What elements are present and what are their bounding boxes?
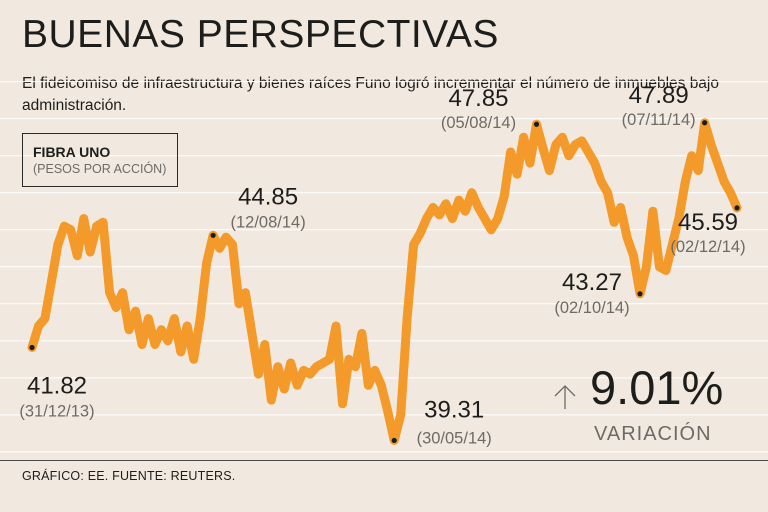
- annotation-value: 43.27: [562, 269, 622, 296]
- annotation-point: [734, 205, 740, 211]
- legend-unit: (PESOS POR ACCIÓN): [33, 162, 167, 176]
- annotation-markers: [29, 120, 740, 444]
- annotation-value: 47.85: [448, 85, 508, 112]
- annotation-point: [210, 232, 216, 238]
- annotation-labels: 41.82 (31/12/13) 44.85 (12/08/14) 39.31 (30/0…: [19, 82, 745, 448]
- annotation-date: (12/08/14): [230, 213, 305, 231]
- series-line-fibra-uno: [27, 118, 742, 445]
- annotation-value: 39.31: [424, 396, 484, 423]
- gridlines: [0, 81, 768, 453]
- annotation-date: (30/05/14): [417, 429, 492, 447]
- annotation-point: [702, 120, 708, 126]
- chart-subtitle: El fideicomiso de infraestructura y bien…: [22, 75, 719, 114]
- annotation-date: (02/12/14): [670, 238, 745, 256]
- annotation-point: [637, 291, 643, 297]
- arrow-up-icon: [554, 385, 576, 409]
- annotation-point: [29, 344, 35, 351]
- variation-value: 9.01%: [590, 361, 724, 414]
- annotation-point: [533, 121, 540, 127]
- source-credit: GRÁFICO: EE. FUENTE: REUTERS.: [22, 469, 236, 483]
- legend-series-name: FIBRA UNO: [33, 144, 111, 160]
- annotation-value: 44.85: [238, 183, 298, 210]
- annotation-point: [391, 437, 397, 444]
- legend-box: FIBRA UNO (PESOS POR ACCIÓN): [22, 133, 178, 187]
- footer-divider: [0, 460, 768, 461]
- annotation-date: (02/10/14): [554, 299, 629, 317]
- variation-label: VARIACIÓN: [594, 423, 712, 445]
- annotation-value: 47.89: [629, 82, 689, 109]
- annotation-date: (07/11/14): [622, 111, 696, 129]
- annotation-value: 41.82: [27, 372, 87, 399]
- annotation-date: (05/08/14): [441, 114, 516, 132]
- annotation-date: (31/12/13): [19, 402, 94, 420]
- annotation-value: 45.59: [678, 209, 738, 236]
- chart-title: BUENAS PERSPECTIVAS: [22, 13, 499, 56]
